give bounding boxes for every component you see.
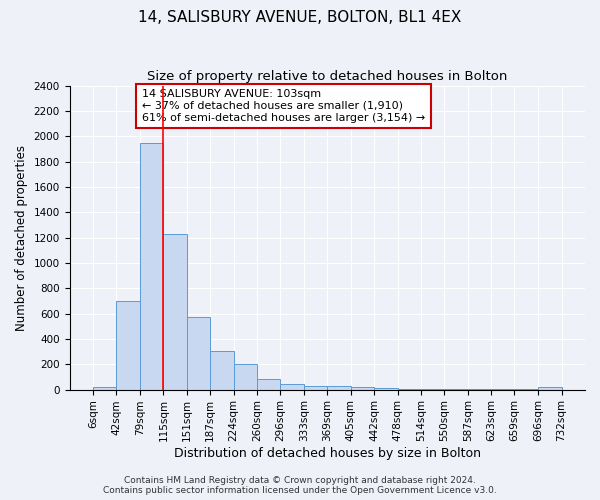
Bar	[444, 389, 468, 390]
Bar	[257, 380, 280, 390]
X-axis label: Distribution of detached houses by size in Bolton: Distribution of detached houses by size …	[174, 447, 481, 460]
Bar	[140, 142, 163, 390]
Bar	[327, 386, 350, 390]
Bar	[233, 364, 257, 390]
Bar	[350, 387, 374, 390]
Bar	[374, 388, 398, 390]
Bar	[163, 234, 187, 390]
Bar	[187, 317, 210, 390]
Bar	[93, 387, 116, 390]
Text: 14 SALISBURY AVENUE: 103sqm
← 37% of detached houses are smaller (1,910)
61% of : 14 SALISBURY AVENUE: 103sqm ← 37% of det…	[142, 90, 425, 122]
Bar	[398, 389, 421, 390]
Bar	[421, 389, 444, 390]
Bar	[116, 301, 140, 390]
Title: Size of property relative to detached houses in Bolton: Size of property relative to detached ho…	[147, 70, 508, 83]
Y-axis label: Number of detached properties: Number of detached properties	[15, 144, 28, 330]
Bar	[468, 389, 491, 390]
Bar	[514, 389, 538, 390]
Bar	[538, 388, 562, 390]
Text: 14, SALISBURY AVENUE, BOLTON, BL1 4EX: 14, SALISBURY AVENUE, BOLTON, BL1 4EX	[139, 10, 461, 25]
Bar	[491, 389, 514, 390]
Bar	[304, 386, 327, 390]
Bar	[280, 384, 304, 390]
Text: Contains HM Land Registry data © Crown copyright and database right 2024.
Contai: Contains HM Land Registry data © Crown c…	[103, 476, 497, 495]
Bar	[210, 351, 233, 390]
